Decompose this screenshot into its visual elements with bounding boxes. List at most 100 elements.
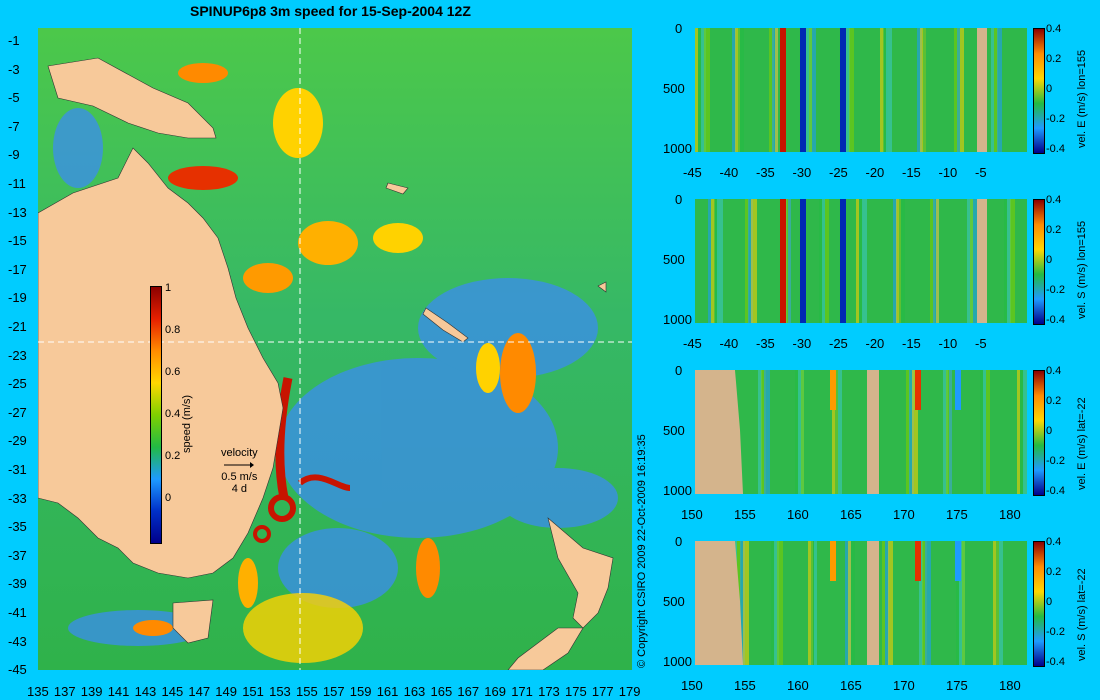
speed-colorbar-tick: 0.4 [165, 408, 181, 420]
section-field-lon-e [695, 28, 1027, 152]
lon-tick-label: 167 [457, 684, 480, 699]
section-colorbar-lat-s [1033, 541, 1045, 667]
section-colorbar-tick: -0.4 [1046, 314, 1065, 326]
lat-tick-label: -21 [8, 319, 27, 334]
lat-tick-label: -45 [8, 662, 27, 678]
section-x-tick: -25 [829, 336, 848, 351]
section-x-tick: -45 [683, 336, 702, 351]
lon-tick-label: 135 [27, 684, 49, 699]
section-x-tick: 175 [946, 507, 968, 522]
lon-tick-label: 139 [80, 684, 103, 699]
solomon-islands [385, 182, 409, 195]
section-x-tick: 155 [734, 507, 756, 522]
lon-tick-label: 163 [403, 684, 426, 699]
section-colorbar-lon-s [1033, 199, 1045, 325]
section-label-lon-s: vel. S (m/s) lon=155 [1076, 220, 1088, 319]
lat-tick-label: -7 [8, 118, 20, 134]
section-colorbar-tick: -0.2 [1046, 284, 1065, 296]
section-colorbar-tick: 0.2 [1046, 566, 1062, 578]
lon-tick-label: 151 [242, 684, 264, 699]
section-x-tick: -35 [756, 336, 775, 351]
lon-tick-label: 179 [618, 684, 641, 699]
lon-tick-label: 137 [53, 684, 76, 699]
lon-tick-label: 171 [511, 684, 533, 699]
section-panel-lon-s [695, 199, 1027, 323]
section-label-lat-e: vel. E (m/s) lat=-22 [1076, 397, 1088, 490]
velocity-arrow-icon [224, 462, 255, 468]
lat-tick-label: -11 [8, 176, 26, 191]
lat-tick-label: -13 [8, 204, 27, 220]
lon-tick-label: 147 [188, 684, 211, 699]
section-colorbar-tick: -0.4 [1046, 485, 1065, 497]
section-x-tick: -10 [938, 336, 958, 351]
section-colorbar-tick: 0 [1046, 83, 1053, 95]
section-depth-tick: 1000 [663, 483, 692, 498]
section-depth-tick: 500 [663, 81, 685, 96]
section-field-lat-e [695, 370, 1027, 494]
lat-tick-label: -25 [8, 376, 27, 392]
lat-tick-label: -43 [8, 633, 27, 649]
lat-tick-label: -31 [8, 462, 27, 477]
section-x-tick: -35 [756, 165, 775, 180]
lon-tick-label: 173 [538, 684, 560, 699]
lon-tick-label: 153 [269, 684, 291, 699]
section-panel-lat-e [695, 370, 1027, 494]
lon-tick-label: 165 [430, 684, 453, 699]
section-x-tick: 165 [840, 507, 862, 522]
section-depth-tick: 0 [675, 192, 683, 207]
section-colorbar-lat-e [1033, 370, 1045, 496]
speed-colorbar-tick: 0.6 [165, 366, 181, 378]
section-colorbar-tick: -0.4 [1046, 143, 1065, 155]
section-depth-tick: 500 [663, 423, 685, 438]
section-colorbar-tick: 0.4 [1046, 365, 1062, 377]
section-colorbar-tick: 0.2 [1046, 224, 1062, 236]
lat-tick-label: -39 [8, 576, 27, 592]
lat-tick-label: -1 [8, 33, 20, 48]
lat-tick-label: -23 [8, 347, 27, 363]
lat-tick-label: -27 [8, 404, 27, 420]
lat-tick-label: -29 [8, 433, 27, 449]
section-label-lat-s: vel. S (m/s) lat=-22 [1076, 568, 1088, 661]
section-colorbar-tick: -0.2 [1046, 113, 1065, 125]
lon-tick-label: 145 [161, 684, 184, 699]
section-colorbar-tick: -0.2 [1046, 455, 1065, 467]
velocity-key-speed: 0.5 m/s [221, 471, 258, 483]
lon-tick-label: 149 [215, 684, 237, 699]
section-x-tick: -15 [902, 336, 921, 351]
lat-tick-label: -33 [8, 490, 27, 506]
speed-colorbar [150, 286, 162, 544]
copyright-text: © Copyright CSIRO 2009 22-Oct-2009 16:19… [636, 434, 648, 668]
section-x-tick: 180 [999, 678, 1021, 693]
section-depth-tick: 0 [675, 363, 683, 378]
section-x-tick: 170 [893, 507, 915, 522]
section-depth-tick: 1000 [663, 654, 692, 669]
section-x-tick: 155 [734, 678, 756, 693]
section-x-tick: 170 [893, 678, 915, 693]
low-speed-patches [53, 108, 618, 646]
fiji [597, 281, 607, 293]
speed-colorbar-label: speed (m/s) [181, 394, 193, 453]
section-depth-tick: 1000 [663, 141, 692, 156]
lon-tick-label: 157 [322, 684, 345, 699]
section-x-tick: -40 [719, 165, 739, 180]
section-colorbar-tick: -0.4 [1046, 656, 1065, 668]
section-x-tick: -25 [829, 165, 848, 180]
lat-tick-label: -37 [8, 547, 27, 563]
section-x-tick: -40 [719, 336, 739, 351]
section-x-tick: -45 [683, 165, 702, 180]
speed-colorbar-tick: 0 [165, 492, 172, 504]
section-depth-tick: 0 [675, 21, 683, 36]
section-x-tick: 160 [787, 678, 809, 693]
section-x-tick: -5 [975, 165, 987, 180]
section-depth-tick: 1000 [663, 312, 692, 327]
speed-map-canvas [38, 28, 632, 670]
lon-tick-label: 159 [349, 684, 372, 699]
speed-map [38, 28, 632, 670]
section-colorbar-tick: 0 [1046, 254, 1053, 266]
section-field-lon-s [695, 199, 1027, 323]
section-panel-lat-s [695, 541, 1027, 665]
section-colorbar-tick: -0.2 [1046, 626, 1065, 638]
section-colorbar-tick: 0 [1046, 596, 1053, 608]
plot-title: SPINUP6p8 3m speed for 15-Sep-2004 12Z [190, 3, 471, 19]
new-guinea [47, 57, 217, 139]
